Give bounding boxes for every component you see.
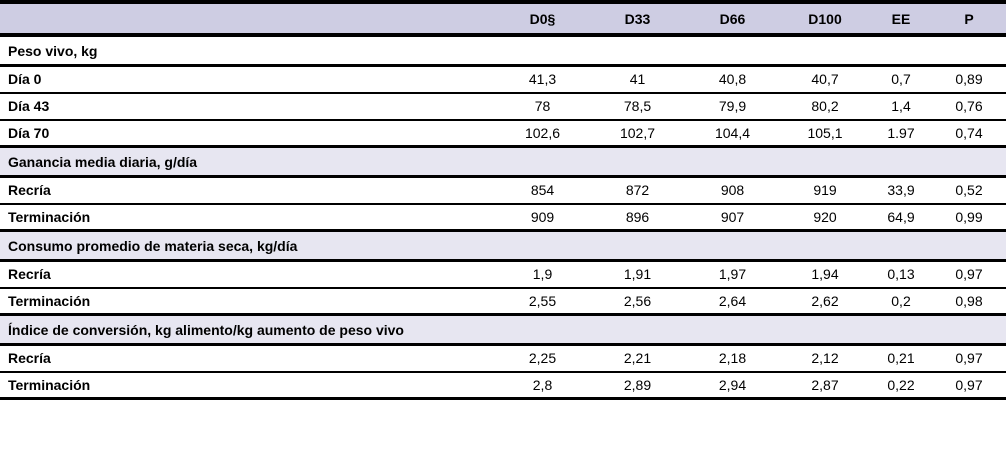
value-cell: 0,97 xyxy=(932,371,1006,400)
value-cell: 104,4 xyxy=(685,119,780,148)
value-cell: 33,9 xyxy=(870,176,932,205)
value-cell: 0,97 xyxy=(932,344,1006,373)
value-cell: 40,8 xyxy=(685,65,780,94)
value-cell: 907 xyxy=(685,203,780,232)
column-header-d33: D33 xyxy=(590,2,685,37)
value-cell: 64,9 xyxy=(870,203,932,232)
value-cell: 41 xyxy=(590,65,685,94)
section-row-ganancia: Ganancia media diaria, g/día xyxy=(0,145,1006,178)
row-label-cell: Terminación xyxy=(0,287,495,316)
section-title: Ganancia media diaria, g/día xyxy=(0,145,1006,178)
row-label-cell: Día 0 xyxy=(0,65,495,94)
table-row: Día 70 102,6 102,7 104,4 105,1 1.97 0,74 xyxy=(0,119,1006,148)
value-cell: 909 xyxy=(495,203,590,232)
value-cell: 2,25 xyxy=(495,344,590,373)
value-cell: 0,7 xyxy=(870,65,932,94)
table-row: Terminación 909 896 907 920 64,9 0,99 xyxy=(0,203,1006,232)
results-table: D0§ D33 D66 D100 EE P Peso vivo, kg Día … xyxy=(0,0,1006,400)
section-row-consumo: Consumo promedio de materia seca, kg/día xyxy=(0,229,1006,262)
value-cell: 102,6 xyxy=(495,119,590,148)
value-cell: 2,62 xyxy=(780,287,870,316)
value-cell: 40,7 xyxy=(780,65,870,94)
value-cell: 896 xyxy=(590,203,685,232)
value-cell: 78 xyxy=(495,92,590,121)
value-cell: 79,9 xyxy=(685,92,780,121)
column-header-d66: D66 xyxy=(685,2,780,37)
value-cell: 1.97 xyxy=(870,119,932,148)
section-row-peso-vivo: Peso vivo, kg xyxy=(0,33,1006,67)
value-cell: 78,5 xyxy=(590,92,685,121)
value-cell: 105,1 xyxy=(780,119,870,148)
value-cell: 1,97 xyxy=(685,260,780,289)
table-row: Recría 854 872 908 919 33,9 0,52 xyxy=(0,176,1006,205)
value-cell: 0,22 xyxy=(870,371,932,400)
row-label-cell: Terminación xyxy=(0,371,495,400)
row-label-cell: Terminación xyxy=(0,203,495,232)
column-header-p: P xyxy=(932,2,1006,37)
value-cell: 2,87 xyxy=(780,371,870,400)
row-label-cell: Recría xyxy=(0,260,495,289)
header-corner-cell xyxy=(0,2,495,37)
value-cell: 1,9 xyxy=(495,260,590,289)
value-cell: 0,74 xyxy=(932,119,1006,148)
value-cell: 2,8 xyxy=(495,371,590,400)
section-title: Peso vivo, kg xyxy=(0,33,1006,67)
column-header-ee: EE xyxy=(870,2,932,37)
value-cell: 908 xyxy=(685,176,780,205)
value-cell: 102,7 xyxy=(590,119,685,148)
value-cell: 0,98 xyxy=(932,287,1006,316)
value-cell: 0,97 xyxy=(932,260,1006,289)
value-cell: 80,2 xyxy=(780,92,870,121)
table-row: Día 43 78 78,5 79,9 80,2 1,4 0,76 xyxy=(0,92,1006,121)
table-row: Terminación 2,8 2,89 2,94 2,87 0,22 0,97 xyxy=(0,371,1006,400)
value-cell: 920 xyxy=(780,203,870,232)
column-header-d100: D100 xyxy=(780,2,870,37)
value-cell: 0,76 xyxy=(932,92,1006,121)
section-title: Índice de conversión, kg alimento/kg aum… xyxy=(0,313,1006,346)
table-row: Terminación 2,55 2,56 2,64 2,62 0,2 0,98 xyxy=(0,287,1006,316)
value-cell: 872 xyxy=(590,176,685,205)
value-cell: 2,21 xyxy=(590,344,685,373)
value-cell: 2,64 xyxy=(685,287,780,316)
value-cell: 854 xyxy=(495,176,590,205)
table-row: Día 0 41,3 41 40,8 40,7 0,7 0,89 xyxy=(0,65,1006,94)
value-cell: 0,2 xyxy=(870,287,932,316)
value-cell: 1,91 xyxy=(590,260,685,289)
column-header-d0: D0§ xyxy=(495,2,590,37)
results-table-container: D0§ D33 D66 D100 EE P Peso vivo, kg Día … xyxy=(0,0,1006,400)
value-cell: 41,3 xyxy=(495,65,590,94)
row-label-cell: Recría xyxy=(0,344,495,373)
value-cell: 0,13 xyxy=(870,260,932,289)
value-cell: 2,18 xyxy=(685,344,780,373)
value-cell: 2,12 xyxy=(780,344,870,373)
value-cell: 2,55 xyxy=(495,287,590,316)
value-cell: 1,4 xyxy=(870,92,932,121)
value-cell: 0,21 xyxy=(870,344,932,373)
value-cell: 2,56 xyxy=(590,287,685,316)
header-row: D0§ D33 D66 D100 EE P xyxy=(0,2,1006,37)
value-cell: 2,89 xyxy=(590,371,685,400)
section-title: Consumo promedio de materia seca, kg/día xyxy=(0,229,1006,262)
row-label-cell: Recría xyxy=(0,176,495,205)
value-cell: 2,94 xyxy=(685,371,780,400)
value-cell: 0,99 xyxy=(932,203,1006,232)
table-row: Recría 2,25 2,21 2,18 2,12 0,21 0,97 xyxy=(0,344,1006,373)
row-label-cell: Día 70 xyxy=(0,119,495,148)
value-cell: 919 xyxy=(780,176,870,205)
value-cell: 0,52 xyxy=(932,176,1006,205)
value-cell: 0,89 xyxy=(932,65,1006,94)
table-row: Recría 1,9 1,91 1,97 1,94 0,13 0,97 xyxy=(0,260,1006,289)
section-row-indice: Índice de conversión, kg alimento/kg aum… xyxy=(0,313,1006,346)
row-label-cell: Día 43 xyxy=(0,92,495,121)
value-cell: 1,94 xyxy=(780,260,870,289)
